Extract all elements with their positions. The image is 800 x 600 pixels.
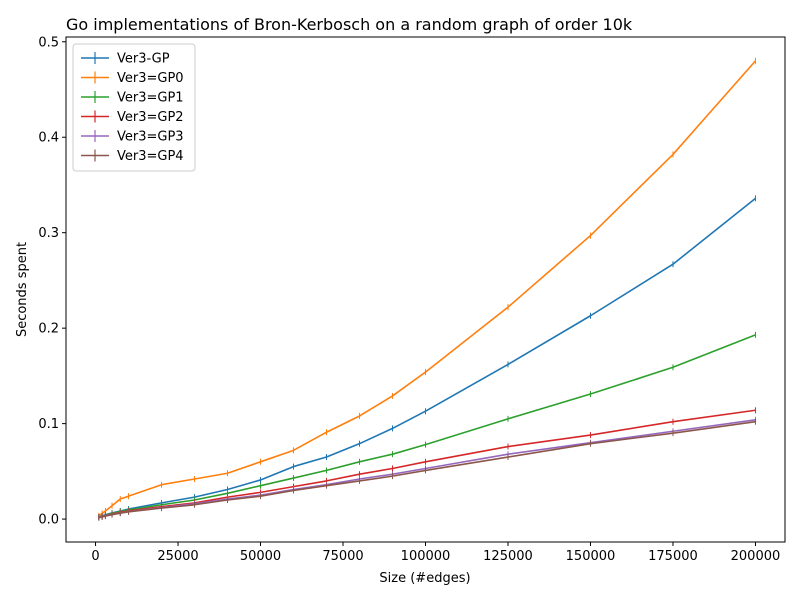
- legend-label: Ver3=GP2: [117, 110, 184, 125]
- legend-label: Ver3-GP: [117, 52, 170, 67]
- x-tick-label: 75000: [322, 549, 363, 564]
- x-tick-label: 125000: [483, 549, 533, 564]
- x-tick-label: 25000: [157, 549, 198, 564]
- legend-label: Ver3=GP0: [117, 71, 184, 86]
- legend-label: Ver3=GP4: [117, 149, 184, 164]
- series-layer: [98, 57, 757, 521]
- series-5: [98, 418, 756, 521]
- chart-title: Go implementations of Bron-Kerbosch on a…: [66, 15, 633, 34]
- y-axis-label: Seconds spent: [15, 242, 30, 337]
- x-tick-label: 50000: [240, 549, 281, 564]
- y-tick-label: 0.4: [38, 131, 59, 146]
- y-tick-label: 0.3: [38, 226, 59, 241]
- legend-item: Ver3=GP4: [81, 149, 184, 164]
- legend-label: Ver3=GP1: [117, 91, 184, 106]
- x-tick-label: 175000: [648, 549, 698, 564]
- legend-box: [72, 43, 196, 172]
- y-axis: 0.0 0.1 0.2 0.3 0.4 0.5: [38, 35, 66, 528]
- x-tick-label: 100000: [401, 549, 451, 564]
- legend-item: Ver3=GP2: [81, 110, 184, 125]
- x-tick-label: 0: [91, 549, 99, 564]
- legend-item: Ver3=GP1: [81, 91, 184, 106]
- legend: Ver3-GP Ver3=GP0 Ver3=GP1 Ver3=GP2 Ver3=GP3 V…: [72, 43, 196, 172]
- y-tick-label: 0.2: [38, 322, 59, 337]
- legend-item: Ver3=GP3: [81, 130, 184, 145]
- legend-item: Ver3=GP0: [81, 71, 184, 86]
- legend-item: Ver3-GP: [81, 52, 170, 67]
- y-tick-label: 0.5: [38, 35, 59, 50]
- y-tick-label: 0.1: [38, 417, 59, 432]
- x-axis: 0 25000 50000 75000 100000 125000 150000 175000…: [91, 542, 780, 564]
- x-axis-label: Size (#edges): [379, 571, 470, 586]
- x-tick-label: 200000: [731, 549, 781, 564]
- legend-label: Ver3=GP3: [117, 130, 184, 145]
- y-tick-label: 0.0: [38, 513, 59, 528]
- x-tick-label: 150000: [566, 549, 616, 564]
